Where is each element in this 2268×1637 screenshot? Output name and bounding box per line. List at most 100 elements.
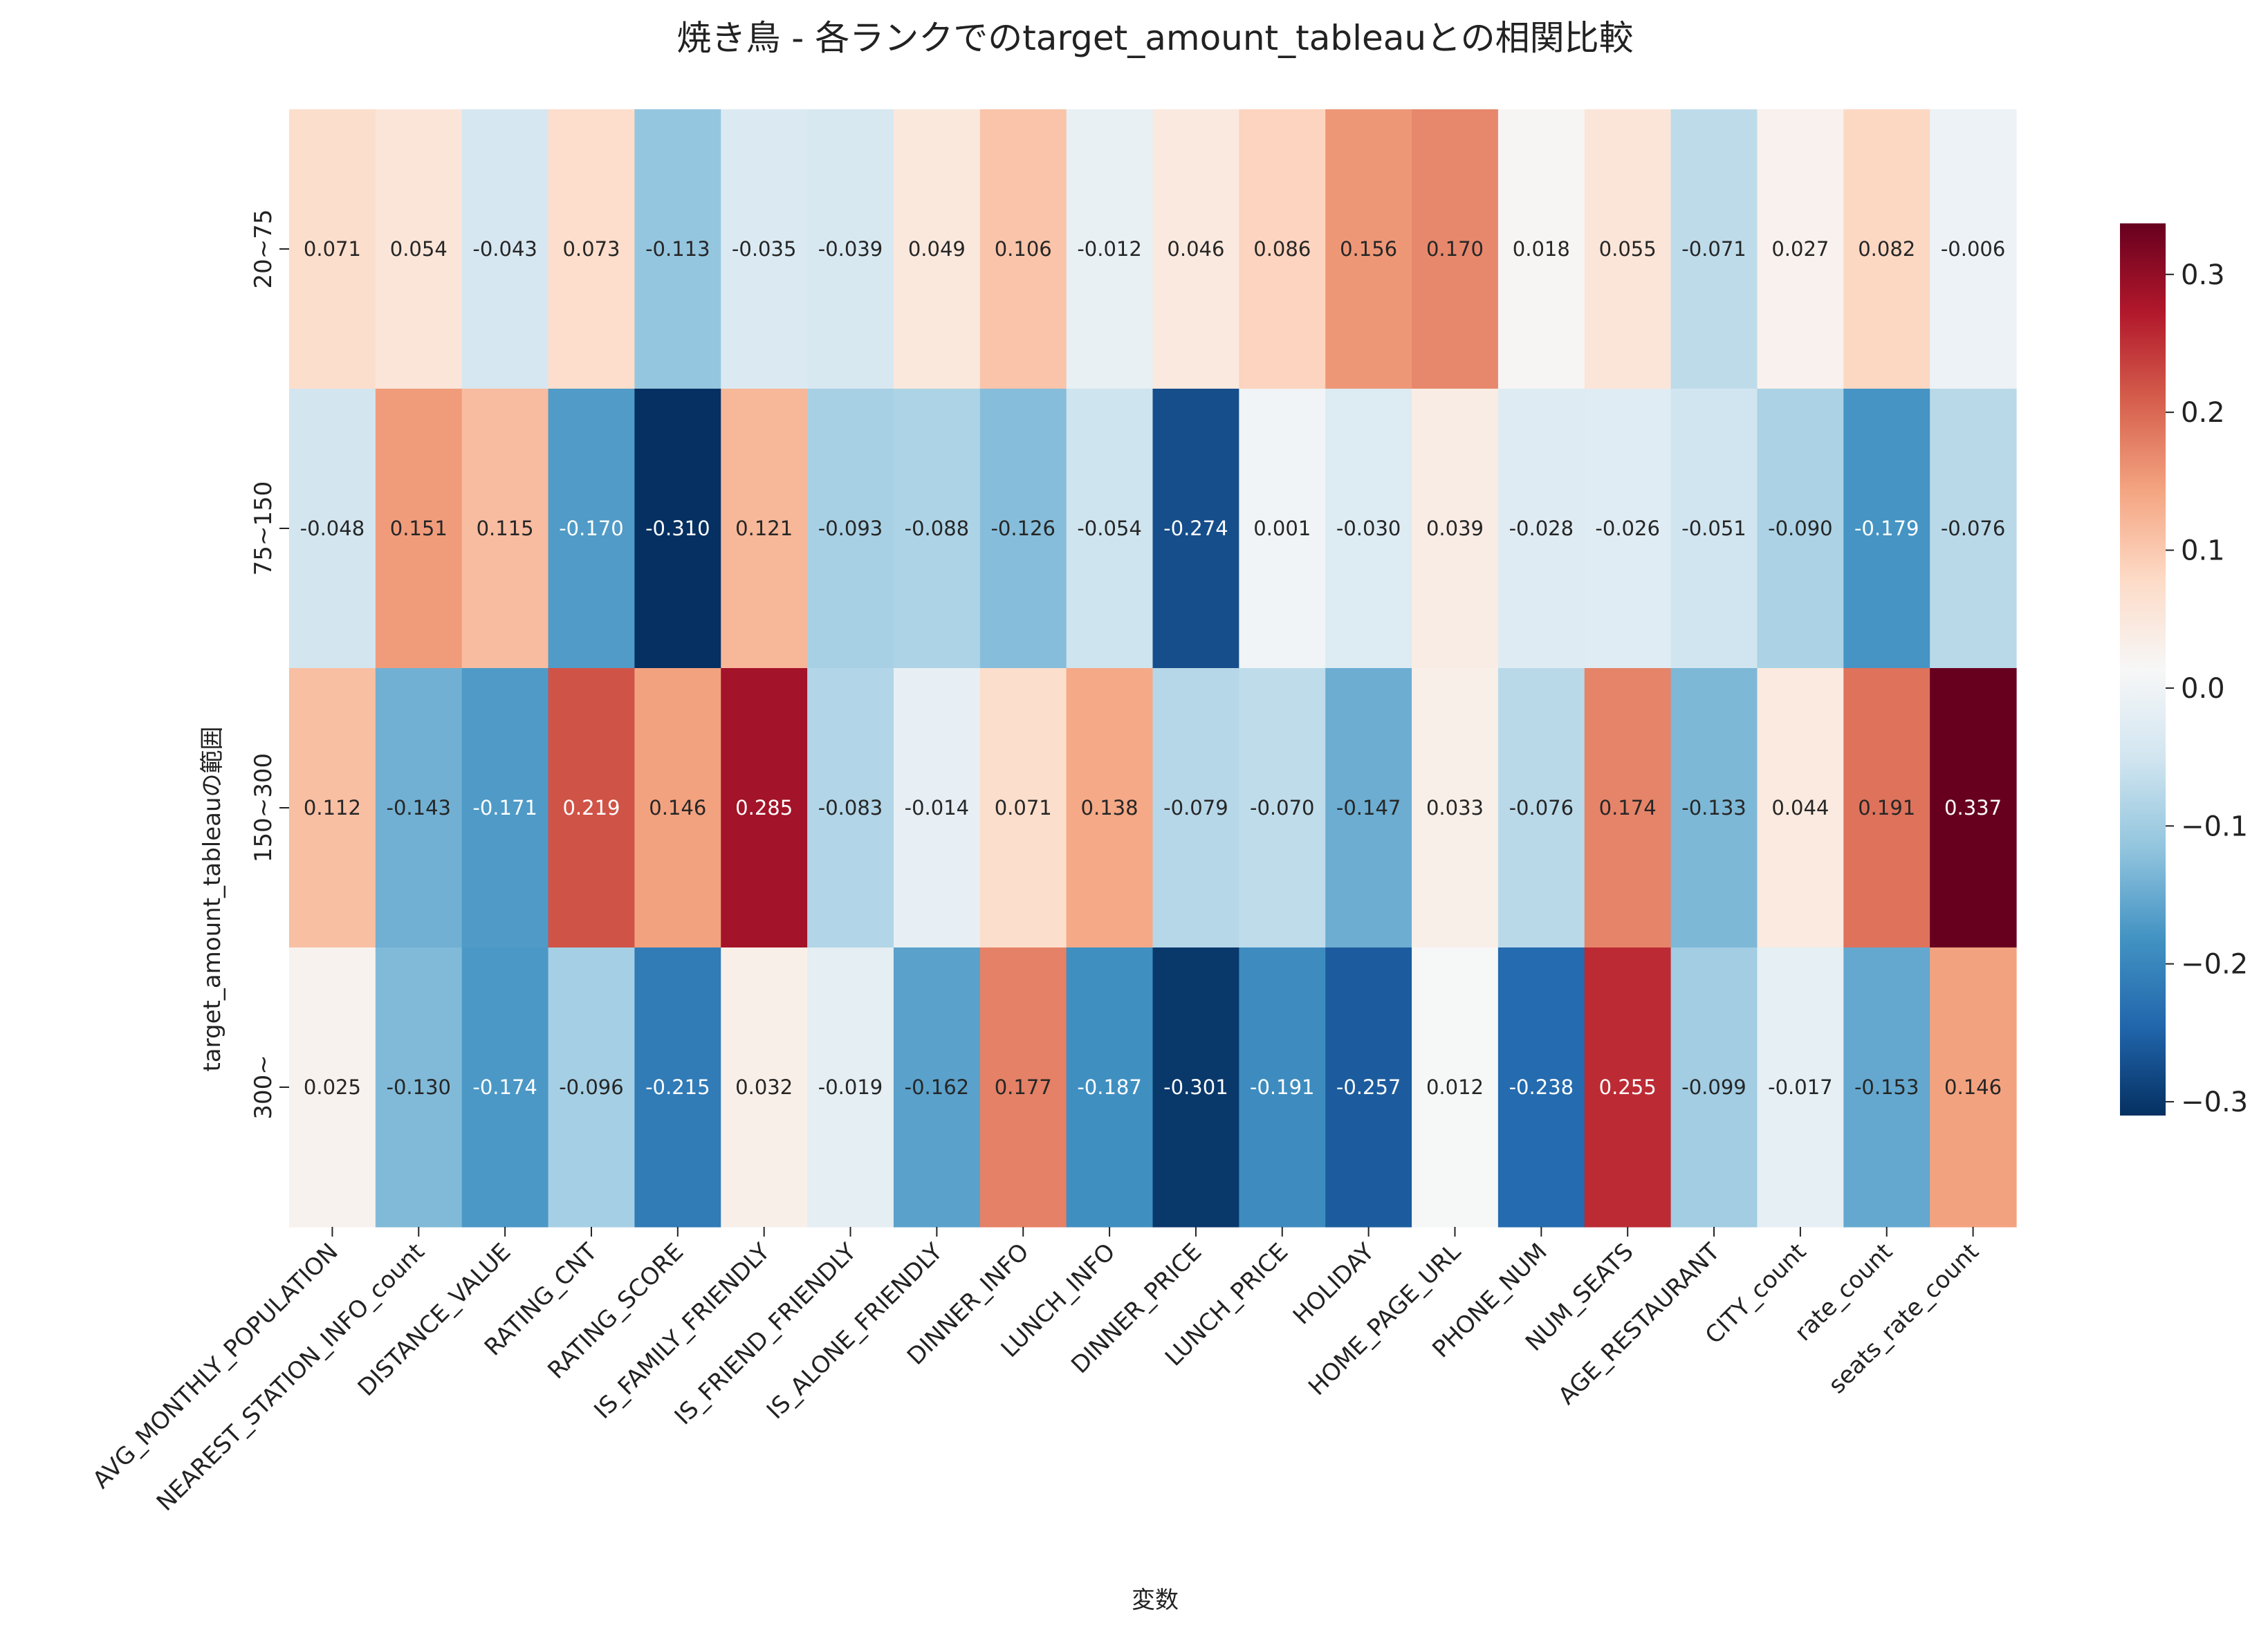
heatmap-cell xyxy=(548,947,635,1228)
heatmap-cell xyxy=(1670,109,1758,389)
heatmap-cell xyxy=(893,389,981,669)
cell-value-label: 0.115 xyxy=(477,517,534,540)
heatmap-cell xyxy=(375,947,463,1228)
heatmap-cell xyxy=(375,668,463,948)
heatmap-cell xyxy=(1670,947,1758,1228)
cell-value-label: 0.146 xyxy=(649,796,706,820)
colorbar-tick-label: 0.1 xyxy=(2181,535,2225,567)
cell-value-label: -0.051 xyxy=(1681,517,1746,540)
heatmap-cell xyxy=(1930,389,2017,669)
cell-value-label: 0.001 xyxy=(1253,517,1311,540)
cell-value-label: -0.076 xyxy=(1941,517,2006,540)
cell-value-label: -0.133 xyxy=(1681,796,1746,820)
heatmap-cell xyxy=(1670,668,1758,948)
heatmap-cell xyxy=(1930,668,2017,948)
heatmap-cell xyxy=(1412,389,1499,669)
heatmap-cell xyxy=(1239,947,1326,1228)
heatmap-cell xyxy=(289,668,376,948)
cell-value-label: -0.162 xyxy=(905,1075,970,1099)
cell-value-label: 0.046 xyxy=(1167,237,1224,261)
colorbar-tick-label: 0.0 xyxy=(2181,673,2225,705)
cell-value-label: -0.130 xyxy=(387,1075,452,1099)
cell-value-label: 0.285 xyxy=(735,796,793,820)
x-tick-label: DISTANCE_VALUE xyxy=(353,1238,517,1402)
colorbar-tick-label: 0.2 xyxy=(2181,397,2225,429)
heatmap-cell xyxy=(1843,389,1930,669)
cell-value-label: -0.147 xyxy=(1336,796,1401,820)
heatmap-cell xyxy=(461,389,549,669)
cell-value-label: 0.156 xyxy=(1340,237,1397,261)
heatmap-cell xyxy=(1670,389,1758,669)
heatmap-cell xyxy=(1843,109,1930,389)
heatmap-cell xyxy=(1412,109,1499,389)
heatmap-cell xyxy=(375,109,463,389)
cell-value-label: -0.274 xyxy=(1163,517,1228,540)
heatmap-cell xyxy=(1066,109,1154,389)
heatmap-cell xyxy=(721,109,808,389)
cell-value-label: 0.018 xyxy=(1513,237,1570,261)
cell-value-label: 0.121 xyxy=(735,517,793,540)
heatmap-cell xyxy=(548,109,635,389)
heatmap-cell xyxy=(1152,109,1239,389)
cell-value-label: -0.187 xyxy=(1077,1075,1142,1099)
y-tick-label: 20~75 xyxy=(250,209,277,288)
heatmap-cell xyxy=(1497,947,1585,1228)
heatmap-cell xyxy=(1412,668,1499,948)
cell-value-label: 0.039 xyxy=(1426,517,1484,540)
heatmap-cell xyxy=(1757,389,1844,669)
x-tick-label: HOME_PAGE_URL xyxy=(1303,1238,1466,1401)
x-tick-label: IS_ALONE_FRIENDLY xyxy=(762,1238,948,1425)
cell-value-label: 0.012 xyxy=(1426,1075,1484,1099)
heatmap-cell xyxy=(1066,668,1154,948)
cell-value-label: 0.049 xyxy=(908,237,966,261)
cell-value-label: 0.071 xyxy=(304,237,361,261)
cell-value-label: 0.073 xyxy=(562,237,620,261)
colorbar-tick-label: −0.3 xyxy=(2181,1086,2248,1118)
cell-value-label: -0.028 xyxy=(1509,517,1574,540)
cell-value-label: -0.088 xyxy=(905,517,970,540)
cell-value-label: -0.054 xyxy=(1077,517,1142,540)
heatmap-cell xyxy=(461,109,549,389)
cell-value-label: -0.170 xyxy=(559,517,624,540)
cell-value-label: -0.012 xyxy=(1077,237,1142,261)
heatmap-cell xyxy=(1325,947,1412,1228)
colorbar xyxy=(2120,223,2166,1116)
cell-value-label: -0.153 xyxy=(1854,1075,1919,1099)
heatmap-cell xyxy=(893,109,981,389)
cell-value-label: 0.337 xyxy=(1944,796,2002,820)
heatmap-cell xyxy=(1066,947,1154,1228)
heatmap-cell xyxy=(461,668,549,948)
cell-value-label: 0.055 xyxy=(1599,237,1657,261)
heatmap-cell xyxy=(807,947,894,1228)
heatmap-cell xyxy=(1325,389,1412,669)
heatmap-cell xyxy=(375,389,463,669)
cell-value-label: -0.014 xyxy=(905,796,970,820)
heatmap-cell xyxy=(1152,389,1239,669)
cell-value-label: 0.112 xyxy=(304,796,361,820)
heatmap-cell xyxy=(1843,668,1930,948)
cell-value-label: 0.025 xyxy=(304,1075,361,1099)
cell-value-label: -0.126 xyxy=(990,517,1055,540)
cell-value-label: 0.106 xyxy=(995,237,1052,261)
cell-value-label: 0.027 xyxy=(1771,237,1829,261)
cell-value-label: 0.138 xyxy=(1081,796,1138,820)
heatmap-cell xyxy=(979,109,1067,389)
x-tick-label: IS_FAMILY_FRIENDLY xyxy=(589,1238,775,1425)
heatmap-cell xyxy=(461,947,549,1228)
y-tick-labels: 20~75 75~150 150~300 300~ xyxy=(250,209,289,1120)
cell-value-label: 0.032 xyxy=(735,1075,793,1099)
heatmap-cell xyxy=(979,668,1067,948)
cell-value-label: -0.006 xyxy=(1941,237,2006,261)
colorbar-ticks: 0.3 0.2 0.1 0.0 −0.1 −0.2 −0.3 xyxy=(2166,259,2248,1118)
heatmap-cell xyxy=(1412,947,1499,1228)
heatmap-cell xyxy=(1757,109,1844,389)
cell-value-label: -0.019 xyxy=(818,1075,883,1099)
cell-value-label: -0.070 xyxy=(1250,796,1315,820)
heatmap-cell xyxy=(289,389,376,669)
heatmap-cell xyxy=(1239,109,1326,389)
heatmap-cell xyxy=(1325,109,1412,389)
x-tick-labels: AVG_MONTHLY_POPULATIONNEAREST_STATION_IN… xyxy=(87,1227,1984,1517)
heatmap-cell xyxy=(721,389,808,669)
heatmap-cell xyxy=(1066,389,1154,669)
